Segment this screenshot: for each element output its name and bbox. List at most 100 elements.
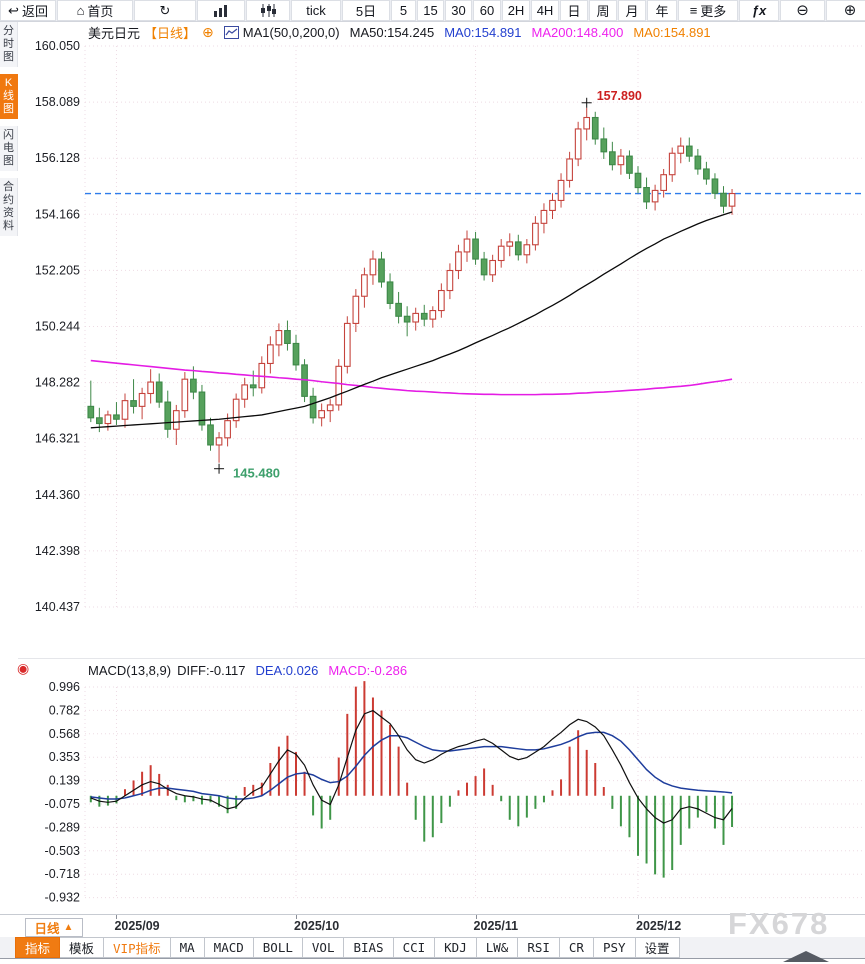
hamburger-icon: ≡ <box>689 3 698 18</box>
interval-month[interactable]: 月 <box>618 0 646 21</box>
macd-dea-value: DEA:0.026 <box>255 663 319 678</box>
candle-body <box>87 405 95 419</box>
zoom-out-button[interactable]: ⊖ <box>780 0 825 21</box>
home-button[interactable]: ⌂ 首页 <box>57 0 133 21</box>
price-axis-label: 158.089 <box>35 95 80 109</box>
add-indicator-icon[interactable]: ⊕ <box>202 24 214 40</box>
candle-body <box>386 281 394 304</box>
ma50-value: MA50:154.245 <box>349 25 435 40</box>
refresh-button[interactable]: ↻ <box>134 0 196 21</box>
candle-body <box>540 209 548 224</box>
interval-4h[interactable]: 4H <box>531 0 559 21</box>
tab-lwr[interactable]: LW& <box>476 937 519 958</box>
macd-params: MACD(13,8,9) <box>88 663 172 678</box>
interval-year[interactable]: 年 <box>647 0 677 21</box>
date-tick-mark <box>296 915 297 919</box>
collapse-arrow[interactable] <box>783 951 829 962</box>
main-price-chart[interactable]: 160.050 158.089 156.128 154.166 152.205 150.2… <box>0 30 865 658</box>
tab-kdj[interactable]: KDJ <box>435 937 477 958</box>
interval-5[interactable]: 5 <box>391 0 416 21</box>
macd-axis-label: -0.718 <box>45 867 80 881</box>
interval-60[interactable]: 60 <box>473 0 501 21</box>
tab-rsi[interactable]: RSI <box>518 937 560 958</box>
refresh-icon: ↻ <box>159 3 171 18</box>
date-label: 2025/10 <box>294 919 340 933</box>
interval-30[interactable]: 30 <box>445 0 472 21</box>
interval-week-label: 周 <box>596 4 610 19</box>
fx678-watermark: FX678 <box>728 906 830 941</box>
low-price-annotation: 145.480 <box>233 466 280 481</box>
tab-bias[interactable]: BIAS <box>344 937 394 958</box>
candle-body <box>352 295 360 324</box>
tab-contract-info-char: 资 <box>3 207 14 219</box>
tab-ma[interactable]: MA <box>170 937 205 958</box>
interval-30-label: 30 <box>451 3 466 18</box>
tab-cr[interactable]: CR <box>559 937 594 958</box>
date-tick-mark <box>638 915 639 919</box>
ma200-value: MA200:148.400 <box>531 25 624 40</box>
candle-style-button[interactable] <box>246 0 290 21</box>
period-selector[interactable]: 日线 ▲ <box>25 918 83 937</box>
candle-body <box>472 238 479 260</box>
candle-body <box>634 172 642 189</box>
candle-body <box>96 417 103 425</box>
interval-week[interactable]: 周 <box>589 0 617 21</box>
tab-time-chart-char: 分 <box>3 25 14 37</box>
candle-body <box>506 241 514 247</box>
interval-15[interactable]: 15 <box>417 0 444 21</box>
candle-body <box>335 365 343 406</box>
interval-2h[interactable]: 2H <box>502 0 530 21</box>
formula-button-label: ƒx <box>751 3 767 18</box>
indicator-settings-icon[interactable]: ◉ <box>17 660 30 676</box>
tab-kline-chart-char: 线 <box>3 90 14 102</box>
tab-kline-chart-char: K <box>4 77 13 89</box>
tab-macd[interactable]: MACD <box>204 937 254 958</box>
candle-body <box>275 330 283 346</box>
tab-cci[interactable]: CCI <box>393 937 436 958</box>
macd-axis-label: -0.503 <box>45 844 80 858</box>
candle-body <box>198 391 206 426</box>
tab-time-chart-char: 图 <box>3 51 14 63</box>
macd-indicator-chart[interactable]: 0.996 0.782 0.568 0.353 0.139 -0.075 -0.289 -0.… <box>0 658 865 914</box>
candle-body <box>403 315 411 323</box>
tab-contract-info-char: 料 <box>3 220 14 232</box>
more-button[interactable]: ≡ 更多 <box>678 0 738 21</box>
candle-body <box>685 145 693 157</box>
interval-day[interactable]: 日 <box>560 0 588 21</box>
candle-body <box>113 414 120 420</box>
chart-type-button[interactable] <box>197 0 245 21</box>
tab-settings[interactable]: 设置 <box>635 937 680 958</box>
tab-contract-info[interactable]: 合约资料 <box>0 178 18 236</box>
tab-vip-indicator[interactable]: VIP指标 <box>104 937 171 958</box>
tab-time-chart-char: 时 <box>3 38 14 50</box>
zoom-in-button[interactable]: ⊕ <box>826 0 865 21</box>
tab-psy[interactable]: PSY <box>593 937 636 958</box>
candle-body <box>574 128 582 160</box>
price-axis-label: 144.360 <box>35 488 80 502</box>
tab-vol[interactable]: VOL <box>302 937 345 958</box>
tab-kline-chart-char: 图 <box>3 103 14 115</box>
tab-time-chart[interactable]: 分时图 <box>0 22 18 67</box>
zoom-in-icon: ⊕ <box>843 2 857 19</box>
candle-body <box>361 274 368 297</box>
candle-body <box>455 251 462 272</box>
macd-axis-label: -0.075 <box>45 797 80 811</box>
candle-body <box>207 424 214 446</box>
ma0-orange-value: MA0:154.891 <box>633 25 711 40</box>
price-axis-label: 146.321 <box>35 432 80 446</box>
interval-5d[interactable]: 5日 <box>342 0 390 21</box>
interval-tick[interactable]: tick <box>291 0 341 21</box>
back-button[interactable]: ↩ 返回 <box>0 0 56 21</box>
candle-body <box>720 192 727 207</box>
formula-button[interactable]: ƒx <box>739 0 779 21</box>
candle-body <box>249 384 257 389</box>
candle-body <box>190 378 197 393</box>
candle-body <box>583 116 591 130</box>
tab-boll[interactable]: BOLL <box>253 937 303 958</box>
candle-body <box>241 384 249 400</box>
tab-flash-chart[interactable]: 闪电图 <box>0 126 18 171</box>
tab-indicator[interactable]: 指标 <box>15 937 61 958</box>
tab-template[interactable]: 模板 <box>60 937 105 958</box>
candle-body <box>608 151 616 166</box>
